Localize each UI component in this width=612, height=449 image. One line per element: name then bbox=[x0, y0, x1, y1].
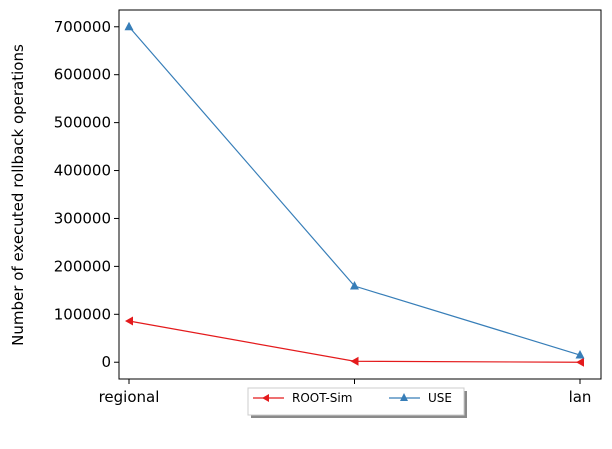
y-tick-label: 600000 bbox=[54, 66, 111, 84]
y-tick-label: 0 bbox=[101, 353, 111, 371]
y-axis-label: Number of executed rollback operations bbox=[9, 44, 27, 346]
y-tick-label: 400000 bbox=[54, 162, 111, 180]
y-tick-label: 700000 bbox=[54, 18, 111, 36]
x-tick-label: regional bbox=[99, 388, 160, 406]
legend-label-use: USE bbox=[428, 391, 452, 405]
data-point-root-sim bbox=[350, 356, 359, 366]
legend-marker-root-sim bbox=[262, 394, 269, 402]
data-point-root-sim bbox=[576, 357, 584, 367]
legend-box bbox=[247, 387, 465, 416]
plot-area-frame bbox=[118, 9, 602, 380]
series-layer bbox=[124, 21, 585, 367]
data-point-use bbox=[350, 281, 359, 290]
series-line-use bbox=[128, 26, 581, 356]
legend: ROOT-Sim USE bbox=[247, 387, 467, 418]
x-tick-label: lan bbox=[569, 388, 592, 406]
y-tick-label: 200000 bbox=[54, 257, 111, 275]
data-point-use bbox=[575, 350, 585, 359]
y-tick-label: 300000 bbox=[54, 209, 111, 227]
data-point-root-sim bbox=[125, 316, 133, 326]
legend-marker-use bbox=[400, 393, 408, 401]
y-tick-label: 500000 bbox=[54, 114, 111, 132]
data-point-use bbox=[124, 21, 134, 31]
legend-label-root-sim: ROOT-Sim bbox=[292, 391, 352, 405]
y-axis: 0 100000 200000 300000 400000 500000 600000 700… bbox=[54, 18, 119, 371]
series-line-root-sim bbox=[128, 320, 581, 363]
y-tick-label: 100000 bbox=[54, 305, 111, 323]
